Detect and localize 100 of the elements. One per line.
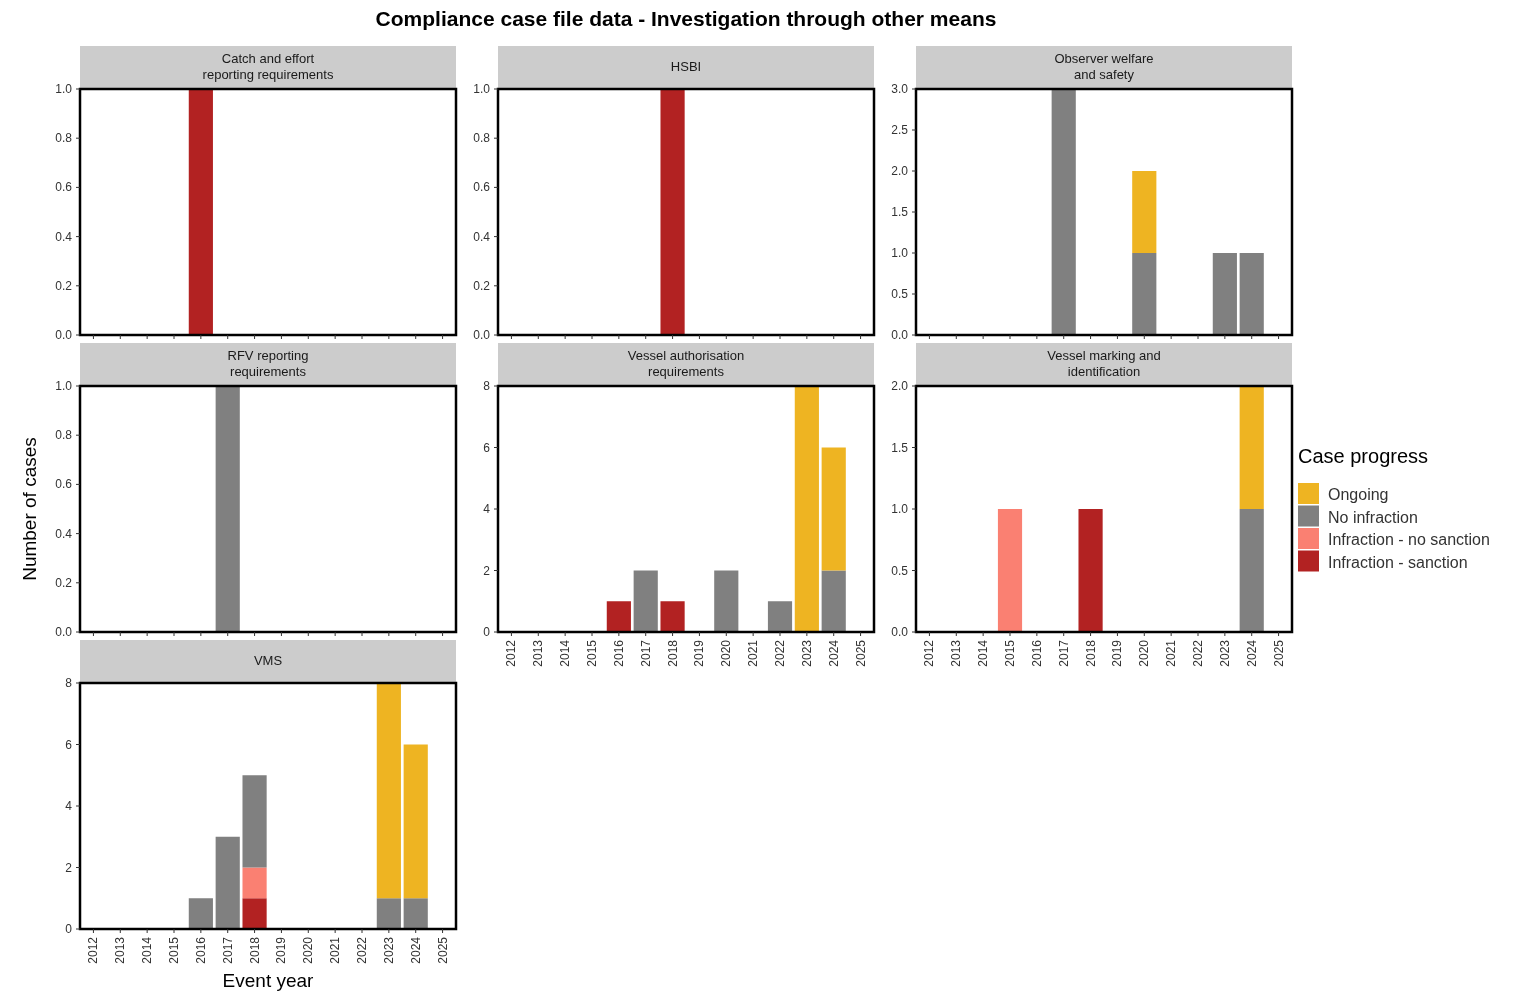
legend-label: Ongoing: [1328, 486, 1389, 503]
bar: [376, 898, 401, 929]
x-tick-label: 2013: [949, 639, 964, 667]
bar: [606, 601, 631, 632]
y-tick-label: 2: [65, 860, 73, 875]
y-tick-label: 0.2: [473, 278, 491, 293]
y-tick-label: 0.6: [55, 180, 73, 195]
bar: [821, 570, 846, 632]
bar: [821, 447, 846, 571]
bar: [403, 898, 428, 929]
x-tick-label: 2016: [1029, 639, 1044, 667]
x-tick-label: 2021: [746, 639, 761, 667]
x-tick-label: 2018: [1083, 639, 1098, 667]
y-tick-label: 4: [65, 799, 73, 813]
bar: [633, 570, 658, 632]
x-tick-label: 2016: [193, 936, 208, 964]
x-tick-label: 2018: [665, 639, 680, 667]
chart-title: HSBI: [670, 59, 702, 74]
y-tick-label: 0.8: [55, 131, 73, 146]
y-tick-label: 0: [65, 922, 73, 936]
x-tick-label: 2019: [274, 936, 289, 964]
x-tick-label: 2012: [504, 639, 519, 667]
chart-title: Catch and effort reporting requirements: [202, 51, 334, 82]
text: Compliance case file data - Investigation through other means: [375, 7, 997, 30]
bar: [794, 386, 819, 632]
legend-label: Infraction - sanction: [1328, 553, 1468, 571]
x-tick-label: 2017: [1056, 639, 1071, 667]
y-tick-label: 0.5: [891, 287, 909, 301]
y-tick-label: 6: [65, 737, 73, 752]
x-tick-label: 2012: [922, 639, 937, 667]
bar: [1051, 89, 1076, 335]
y-tick-label: 0.4: [55, 229, 73, 244]
y-tick-label: 0.6: [473, 180, 491, 195]
x-tick-label: 2016: [611, 639, 626, 667]
y-tick-label: 1.5: [891, 440, 909, 455]
chart-title: Observer welfare and safety: [1054, 51, 1154, 82]
bar: [376, 683, 401, 899]
bar: [215, 836, 240, 929]
bar: [242, 867, 267, 899]
x-tick-label: 2014: [558, 639, 573, 667]
y-tick-label: 0.6: [55, 477, 73, 492]
x-tick-label: 2020: [301, 936, 316, 964]
y-tick-label: 0.4: [473, 229, 491, 244]
x-tick-label: 2013: [113, 936, 128, 964]
y-tick-label: 2.5: [891, 123, 909, 137]
x-tick-label: 2023: [1217, 639, 1232, 667]
y-tick-label: 0.0: [891, 328, 909, 342]
y-tick-label: 0.2: [55, 575, 73, 590]
x-tick-label: 2015: [167, 936, 181, 964]
y-tick-label: 8: [65, 676, 73, 690]
bar: [714, 570, 739, 632]
bar: [1132, 171, 1157, 253]
bar: [1132, 253, 1157, 335]
x-tick-label: 2014: [976, 639, 991, 667]
x-tick-label: 2025: [853, 639, 868, 667]
legend-label: No infraction: [1328, 508, 1418, 526]
y-tick-label: 6: [483, 440, 491, 455]
chart-title: VMS: [253, 653, 283, 668]
x-tick-label: 2025: [1271, 639, 1286, 667]
x-tick-label: 2023: [381, 936, 396, 964]
y-tick-label: 0.0: [891, 625, 909, 639]
x-tick-label: 2021: [328, 936, 343, 964]
y-tick-label: 0.2: [55, 278, 73, 293]
bar: [188, 898, 213, 929]
bar: [1239, 253, 1264, 335]
x-tick-label: 2020: [1137, 639, 1152, 667]
x-tick-label: 2025: [435, 936, 450, 964]
y-tick-label: 0.8: [55, 428, 73, 443]
x-axis-title: Event year: [222, 970, 315, 991]
bar: [767, 601, 793, 632]
chart-title: Vessel marking and identification: [1047, 348, 1161, 379]
y-tick-label: 1.0: [891, 246, 909, 260]
x-tick-label: 2014: [140, 936, 155, 964]
x-tick-label: 2015: [1003, 639, 1017, 667]
y-tick-label: 0: [483, 625, 491, 639]
bar: [242, 775, 267, 868]
y-tick-label: 2.0: [891, 164, 909, 178]
y-tick-label: 2: [483, 563, 491, 578]
y-tick-label: 0.4: [55, 526, 73, 541]
y-tick-label: 0.0: [55, 625, 73, 639]
x-tick-label: 2012: [86, 936, 101, 964]
y-tick-label: 1.0: [55, 82, 73, 96]
x-tick-label: 2017: [220, 936, 235, 964]
x-tick-label: 2019: [692, 639, 707, 667]
x-tick-label: 2021: [1164, 639, 1179, 667]
x-tick-label: 2022: [773, 639, 787, 667]
x-tick-label: 2018: [247, 936, 262, 964]
x-tick-label: 2024: [408, 936, 423, 964]
legend-title: Case progress: [1298, 445, 1429, 467]
x-tick-label: 2024: [826, 639, 841, 667]
y-tick-label: 0.0: [55, 328, 73, 342]
y-tick-label: 0.5: [891, 563, 909, 578]
y-tick-label: 0.8: [473, 131, 491, 146]
y-tick-label: 8: [483, 379, 491, 393]
y-tick-label: 4: [483, 502, 491, 516]
y-tick-label: 0.0: [473, 328, 491, 342]
y-tick-label: 1.0: [891, 502, 909, 516]
x-tick-label: 2015: [585, 639, 599, 667]
x-tick-label: 2013: [531, 639, 546, 667]
y-tick-label: 1.0: [473, 82, 491, 96]
